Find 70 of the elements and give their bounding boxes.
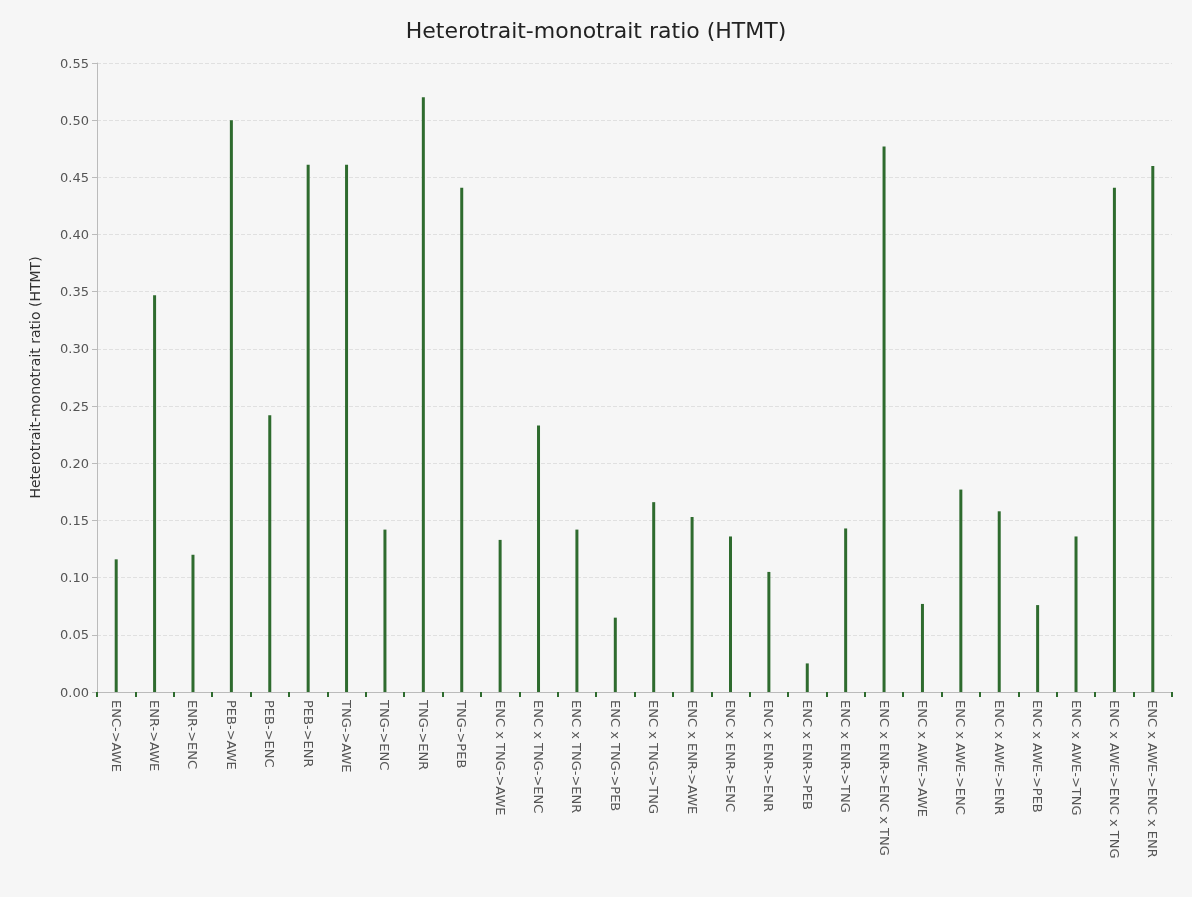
x-tick-label: ENC x AWE->ENC x TNG xyxy=(1106,700,1122,859)
x-tick-label: ENC x AWE->ENC xyxy=(953,700,969,815)
x-tick-label: ENC x TNG->AWE xyxy=(492,700,508,816)
y-tick-label: 0.05 xyxy=(60,627,89,643)
bar xyxy=(805,663,809,692)
bar xyxy=(537,425,541,692)
x-tick-label: ENC x AWE->ENR xyxy=(991,700,1007,815)
x-tick-label: PEB->ENR xyxy=(300,700,316,768)
bar xyxy=(728,536,732,692)
bar xyxy=(1036,605,1040,692)
bar xyxy=(268,415,272,692)
x-tick-label: ENC x ENR->PEB xyxy=(799,700,815,810)
y-tick-label: 0.55 xyxy=(60,55,89,71)
y-tick-label: 0.50 xyxy=(60,112,89,128)
x-tick-label: PEB->AWE xyxy=(223,700,239,770)
bar xyxy=(959,489,963,692)
x-tick-label: ENC x AWE->ENC x ENR xyxy=(1145,700,1161,858)
x-tick-label: ENC x TNG->PEB xyxy=(607,700,623,812)
x-tick-label: ENC x TNG->ENC xyxy=(531,700,547,814)
bar xyxy=(920,603,924,692)
bar xyxy=(882,146,886,692)
bar xyxy=(1074,536,1078,692)
x-tick-label: TNG->PEB xyxy=(454,699,470,769)
bar xyxy=(997,511,1001,692)
bar xyxy=(498,539,502,692)
x-tick-label: ENC x AWE->AWE xyxy=(914,700,930,818)
bar xyxy=(575,529,579,692)
bar xyxy=(652,502,656,692)
bar xyxy=(191,554,195,692)
bar xyxy=(844,528,848,692)
bar xyxy=(229,120,233,692)
bar xyxy=(114,559,118,692)
x-tick-label: ENC x TNG->TNG xyxy=(646,700,662,815)
bar xyxy=(421,97,425,692)
x-tick-label: ENC x ENR->ENC xyxy=(722,700,738,813)
bar xyxy=(767,571,771,692)
bar xyxy=(1151,165,1155,692)
x-tick-label: TNG->ENC xyxy=(377,699,393,771)
y-tick-label: 0.25 xyxy=(60,398,89,414)
y-tick-label: 0.20 xyxy=(60,455,89,471)
bar xyxy=(383,529,387,692)
bar xyxy=(1112,187,1116,692)
x-tick-label: ENC->AWE xyxy=(108,700,124,772)
bar xyxy=(613,617,617,692)
bar xyxy=(690,517,694,692)
bar xyxy=(306,164,310,692)
bar xyxy=(345,164,349,692)
y-tick-label: 0.35 xyxy=(60,284,89,300)
x-tick-label: ENC x ENR->ENR xyxy=(761,700,777,812)
y-tick-label: 0.45 xyxy=(60,169,89,185)
x-tick-label: PEB->ENC xyxy=(262,700,278,768)
x-tick-label: ENC x ENR->TNG xyxy=(838,700,854,813)
bar xyxy=(153,295,157,692)
bar xyxy=(460,187,464,692)
x-tick-label: ENC x AWE->PEB xyxy=(1030,700,1046,813)
x-tick-label: ENC x AWE->TNG xyxy=(1068,700,1084,816)
y-tick-label: 0.40 xyxy=(60,227,89,243)
y-tick-label: 0.30 xyxy=(60,341,89,357)
x-tick-label: TNG->AWE xyxy=(339,699,355,773)
x-tick-label: TNG->ENR xyxy=(415,699,431,771)
x-tick-label: ENR->AWE xyxy=(147,700,163,772)
y-tick-label: 0.10 xyxy=(60,570,89,586)
x-tick-label: ENC x ENR->ENC x TNG xyxy=(876,700,892,856)
y-axis-title: Heterotrait-monotrait ratio (HTMT) xyxy=(27,256,43,499)
x-tick-label: ENC x TNG->ENR xyxy=(569,700,585,814)
y-tick-label: 0.15 xyxy=(60,512,89,528)
chart-title: Heterotrait-monotrait ratio (HTMT) xyxy=(405,17,787,43)
y-tick-label: 0.00 xyxy=(60,684,89,700)
x-tick-label: ENC x ENR->AWE xyxy=(684,700,700,815)
x-tick-label: ENR->ENC xyxy=(185,700,201,770)
